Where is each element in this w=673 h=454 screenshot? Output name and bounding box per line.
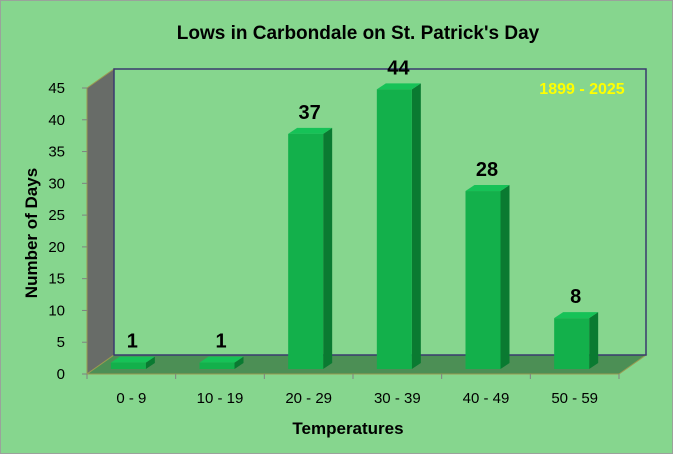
y-tick-label: 45 [48, 80, 65, 97]
y-axis-label: Number of Days [22, 168, 41, 298]
bar-top [554, 312, 599, 319]
bar-top [465, 185, 510, 192]
data-labels: 1 1 37 44 28 8 [127, 57, 581, 352]
bar-side [323, 127, 333, 369]
bar [465, 185, 510, 369]
bar-top [376, 83, 421, 90]
y-tick-label: 20 [48, 239, 65, 256]
bar-top [199, 356, 244, 363]
data-label: 28 [476, 159, 498, 181]
x-axis-label: Temperatures [292, 419, 403, 438]
bar-side [234, 356, 244, 369]
x-tick-label: 40 - 49 [463, 390, 510, 407]
y-tick-label: 25 [48, 207, 65, 224]
y-tick-label: 35 [48, 144, 65, 161]
y-tick-label: 40 [48, 112, 65, 129]
bar-top [110, 356, 155, 363]
date-range-annotation: 1899 - 2025 [539, 81, 625, 98]
data-label: 1 [127, 331, 138, 353]
x-axis-ticks: 0 - 9 10 - 19 20 - 29 30 - 39 40 - 49 50 - 59 [86, 374, 620, 407]
bar-side [589, 312, 599, 369]
y-tick-label: 15 [48, 271, 65, 288]
bar-front [288, 133, 324, 369]
x-tick-label: 30 - 39 [374, 390, 421, 407]
bar-front [110, 362, 146, 369]
data-label: 37 [299, 102, 321, 124]
bar-front [465, 191, 501, 369]
bar [376, 83, 421, 369]
bar [288, 127, 333, 369]
bar [110, 356, 155, 369]
x-tick-label: 0 - 9 [116, 390, 146, 407]
y-tick-label: 30 [48, 175, 65, 192]
bar-front [199, 362, 235, 369]
chart-title: Lows in Carbondale on St. Patrick's Day [177, 23, 540, 44]
data-label: 1 [215, 331, 226, 353]
bars [110, 83, 599, 369]
data-label: 8 [570, 286, 581, 308]
data-label: 44 [387, 57, 410, 79]
bar [554, 312, 599, 369]
bar-top [288, 127, 333, 134]
y-axis-ticks: 0 5 10 15 20 25 30 35 40 45 [48, 80, 87, 383]
bar-front [554, 318, 590, 369]
bar-front [376, 89, 412, 369]
bar-side [500, 185, 510, 369]
y-tick-label: 0 [57, 366, 65, 383]
x-tick-label: 20 - 29 [285, 390, 332, 407]
y-tick-label: 10 [48, 302, 65, 319]
x-tick-label: 50 - 59 [551, 390, 598, 407]
side-wall [86, 68, 115, 375]
y-tick-label: 5 [57, 334, 65, 351]
bar-side [411, 83, 421, 369]
x-tick-label: 10 - 19 [197, 390, 244, 407]
bar [199, 356, 244, 369]
bar-side [145, 356, 155, 369]
